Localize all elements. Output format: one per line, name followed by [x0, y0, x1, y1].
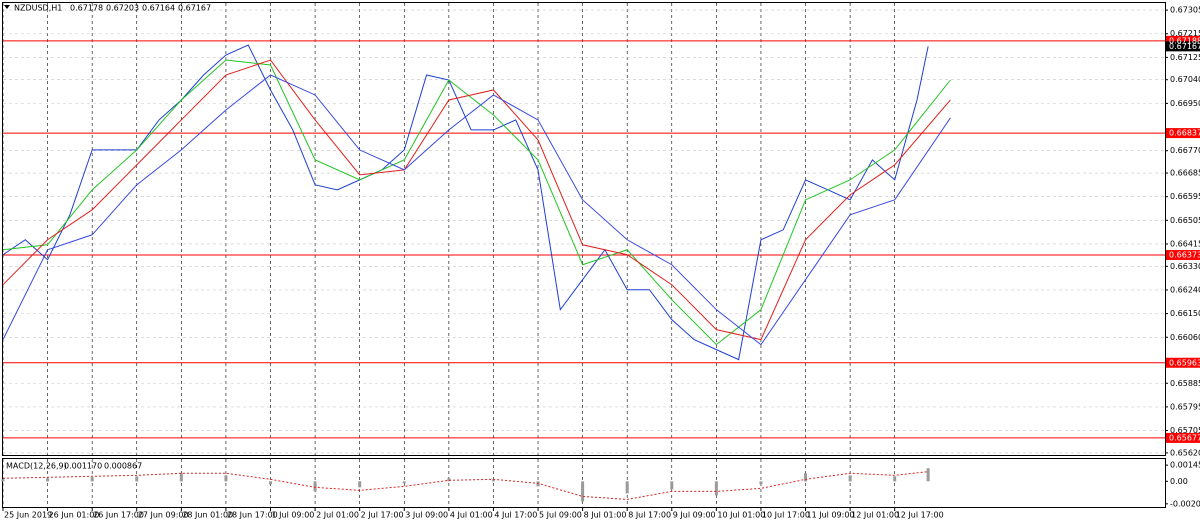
y-tick-label: 0.65620 [1170, 448, 1200, 457]
x-tick-label: 4 Jul 01:00 [450, 511, 493, 520]
series-line [2, 74, 951, 346]
level-label: 0.66837 [1169, 129, 1200, 138]
macd-bar [714, 481, 718, 496]
ohlc-value: 0.67167 [178, 4, 211, 13]
level-label-box [1166, 357, 1200, 368]
x-tick-label: 10 Jul 17:00 [762, 511, 810, 520]
y-tick-label: 0.65795 [1170, 402, 1200, 411]
marks [1, 35, 1200, 502]
x-tick-label: 28 Jun 17:00 [227, 511, 278, 520]
macd-bar [804, 473, 808, 482]
macd-value: 0.000867 [104, 462, 142, 471]
macd-bar [179, 473, 183, 482]
y-tick-label: 0.66330 [1170, 262, 1200, 271]
series-line [2, 44, 929, 361]
last-price-label: 0.67167 [1169, 42, 1200, 51]
macd-bar [224, 475, 228, 482]
ohlc-value: 0.67178 [70, 4, 103, 13]
y-tick-label: 0.65705 [1170, 426, 1200, 435]
chart-title: NZDUSD,H1 [14, 4, 62, 13]
x-tick-label: 25 Jun 2019 [4, 511, 52, 520]
x-tick-label: 12 Jul 01:00 [851, 511, 899, 520]
y-tick-label: 0.67305 [1170, 6, 1200, 15]
y-tick-label: 0.66415 [1170, 239, 1200, 248]
ohlc-value: 0.67164 [142, 4, 175, 13]
level-label-box [1166, 128, 1200, 139]
level-label-box [1166, 432, 1200, 443]
macd-bar [491, 479, 495, 482]
x-tick-label: 2 Jul 01:00 [316, 511, 359, 520]
y-tick-label: 0.67125 [1170, 53, 1200, 62]
macd-bar [1, 479, 5, 482]
y-tick-label: 0.66240 [1170, 285, 1200, 294]
macd-bar [135, 476, 139, 482]
y-tick-label: 0.66685 [1170, 169, 1200, 178]
x-tick-label: 26 Jun 17:00 [93, 511, 144, 520]
macd-panel-frame [2, 458, 1166, 508]
x-tick-label: 3 Jul 09:00 [405, 511, 448, 520]
x-tick-label: 11 Jul 09:00 [807, 511, 855, 520]
y2-tick-label: -0.002017 [1170, 499, 1200, 508]
y2-tick-label: 0.00 [1170, 477, 1188, 486]
y-tick-label: 0.66770 [1170, 146, 1200, 155]
macd-bar [269, 481, 273, 485]
x-tick-label: 8 Jul 01:00 [584, 511, 627, 520]
y-tick-label: 0.67215 [1170, 29, 1200, 38]
level-label-box [1166, 250, 1200, 261]
macd-bar [670, 481, 674, 490]
macd-value: 0.001170 [64, 462, 102, 471]
menu-arrow[interactable] [4, 5, 10, 9]
level-label-box [1166, 35, 1200, 46]
level-label: 0.66373 [1169, 251, 1200, 260]
series-line [2, 59, 951, 346]
x-tick-label: 8 Jul 17:00 [628, 511, 671, 520]
y-tick-label: 0.67040 [1170, 75, 1200, 84]
x-tick-label: 26 Jun 01:00 [49, 511, 100, 520]
labels: NZDUSD,H1 MACD(12,26,9) 0.67178 0.67203 0.… [4, 4, 1200, 520]
macd-bar [759, 481, 763, 485]
macd-bar [581, 481, 585, 502]
level-label: 0.65963 [1169, 358, 1200, 367]
y-tick-label: 0.66150 [1170, 309, 1200, 318]
x-tick-label: 10 Jul 01:00 [717, 511, 765, 520]
macd-bar [447, 478, 451, 482]
last-price-box [1166, 41, 1200, 52]
y-tick-label: 0.66950 [1170, 99, 1200, 108]
main-panel-frame [2, 2, 1166, 456]
x-tick-label: 12 Jul 17:00 [896, 511, 944, 520]
macd-bar [46, 478, 50, 482]
x-tick-label: 4 Jul 17:00 [494, 511, 537, 520]
macd-bar [893, 476, 897, 482]
level-label: 0.67188 [1169, 36, 1200, 45]
macd-bar [402, 481, 406, 484]
macd-label: MACD(12,26,9) [6, 462, 67, 471]
macd-signal-line [2, 471, 929, 500]
y-tick-label: 0.66595 [1170, 192, 1200, 201]
macd-bar [848, 475, 852, 482]
y2-tick-label: 0.001453 [1170, 461, 1200, 470]
macd-bar [358, 481, 362, 488]
ohlc-value: 0.67203 [106, 4, 139, 13]
y-tick-label: 0.66505 [1170, 216, 1200, 225]
grid [2, 3, 1168, 511]
x-tick-label: 9 Jul 09:00 [673, 511, 716, 520]
x-tick-label: 5 Jul 09:00 [539, 511, 582, 520]
x-tick-label: 2 Jul 17:00 [361, 511, 404, 520]
x-tick-label: 27 Jun 09:00 [138, 511, 189, 520]
series-line [2, 59, 951, 341]
macd-bar [926, 468, 930, 482]
level-label: 0.65677 [1169, 433, 1200, 442]
x-tick-label: 1 Jul 09:00 [272, 511, 315, 520]
macd-bar [313, 481, 317, 492]
macd-bar [90, 477, 94, 482]
y-tick-label: 0.66060 [1170, 333, 1200, 342]
x-tick-label: 28 Jun 01:00 [182, 511, 233, 520]
macd-bar [625, 481, 629, 494]
y-tick-label: 0.65885 [1170, 379, 1200, 388]
